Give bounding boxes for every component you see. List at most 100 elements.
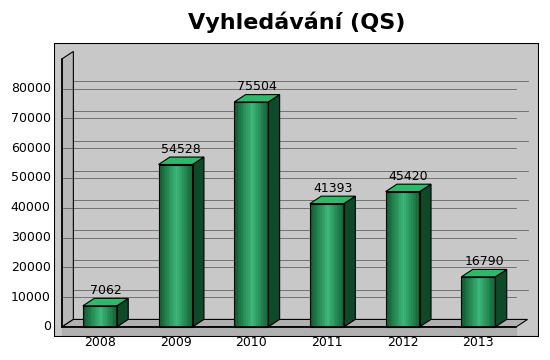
Bar: [470, 277, 471, 327]
Bar: [337, 204, 339, 327]
Bar: [340, 204, 342, 327]
Polygon shape: [310, 196, 355, 204]
Bar: [234, 102, 268, 327]
Polygon shape: [268, 95, 279, 327]
Bar: [389, 192, 390, 327]
Bar: [468, 277, 470, 327]
Bar: [332, 204, 334, 327]
Bar: [418, 192, 420, 327]
Polygon shape: [158, 157, 204, 165]
Polygon shape: [117, 298, 128, 327]
Bar: [461, 277, 496, 327]
Bar: [475, 277, 477, 327]
Bar: [162, 165, 164, 327]
Bar: [184, 165, 186, 327]
Bar: [409, 192, 411, 327]
Bar: [463, 277, 465, 327]
Text: 30000: 30000: [11, 231, 51, 244]
Text: 16790: 16790: [464, 255, 504, 268]
Bar: [253, 102, 255, 327]
Bar: [267, 102, 268, 327]
Bar: [83, 306, 117, 327]
Bar: [95, 306, 96, 327]
Bar: [408, 192, 409, 327]
Polygon shape: [496, 269, 507, 327]
Bar: [465, 277, 466, 327]
Bar: [342, 204, 344, 327]
Bar: [251, 102, 253, 327]
Polygon shape: [83, 298, 128, 306]
Text: 60000: 60000: [11, 142, 51, 155]
Bar: [166, 165, 167, 327]
Bar: [244, 102, 246, 327]
Bar: [236, 102, 238, 327]
Bar: [96, 306, 98, 327]
Text: 41393: 41393: [313, 182, 353, 195]
Polygon shape: [192, 157, 204, 327]
Bar: [314, 204, 315, 327]
Bar: [186, 165, 188, 327]
Bar: [478, 277, 480, 327]
Bar: [107, 306, 108, 327]
Text: 40000: 40000: [11, 201, 51, 214]
Bar: [323, 204, 325, 327]
Bar: [386, 192, 420, 327]
Bar: [167, 165, 169, 327]
Text: 2011: 2011: [311, 336, 343, 349]
Bar: [174, 165, 175, 327]
Bar: [103, 306, 105, 327]
Bar: [256, 102, 258, 327]
Polygon shape: [62, 51, 73, 327]
Text: 50000: 50000: [10, 171, 51, 184]
Bar: [312, 204, 313, 327]
Bar: [90, 306, 91, 327]
Bar: [261, 102, 263, 327]
Bar: [62, 327, 516, 337]
Bar: [188, 165, 189, 327]
Bar: [401, 192, 403, 327]
Bar: [158, 165, 160, 327]
Bar: [85, 306, 86, 327]
Bar: [466, 277, 468, 327]
Bar: [404, 192, 406, 327]
Bar: [102, 306, 103, 327]
Bar: [170, 165, 172, 327]
Bar: [396, 192, 398, 327]
Bar: [387, 192, 389, 327]
Bar: [406, 192, 408, 327]
Text: 45420: 45420: [388, 170, 428, 183]
Text: 75504: 75504: [237, 80, 277, 93]
Bar: [494, 277, 496, 327]
Text: 80000: 80000: [10, 82, 51, 95]
Bar: [325, 204, 327, 327]
Bar: [110, 306, 112, 327]
Bar: [91, 306, 93, 327]
Bar: [334, 204, 335, 327]
Bar: [160, 165, 162, 327]
Bar: [263, 102, 265, 327]
Bar: [329, 204, 331, 327]
Bar: [336, 204, 337, 327]
Bar: [164, 165, 166, 327]
Bar: [315, 204, 317, 327]
Bar: [480, 277, 482, 327]
Bar: [265, 102, 267, 327]
Bar: [318, 204, 320, 327]
Bar: [83, 306, 85, 327]
Bar: [115, 306, 117, 327]
Bar: [93, 306, 95, 327]
Text: 2010: 2010: [235, 336, 267, 349]
Bar: [487, 277, 488, 327]
Bar: [403, 192, 404, 327]
Text: 2012: 2012: [387, 336, 419, 349]
Bar: [113, 306, 115, 327]
Bar: [105, 306, 107, 327]
Text: 2013: 2013: [463, 336, 494, 349]
Bar: [158, 165, 192, 327]
Bar: [390, 192, 392, 327]
Text: 7062: 7062: [90, 284, 122, 297]
Bar: [492, 277, 494, 327]
Bar: [415, 192, 416, 327]
Bar: [485, 277, 487, 327]
Bar: [483, 277, 485, 327]
